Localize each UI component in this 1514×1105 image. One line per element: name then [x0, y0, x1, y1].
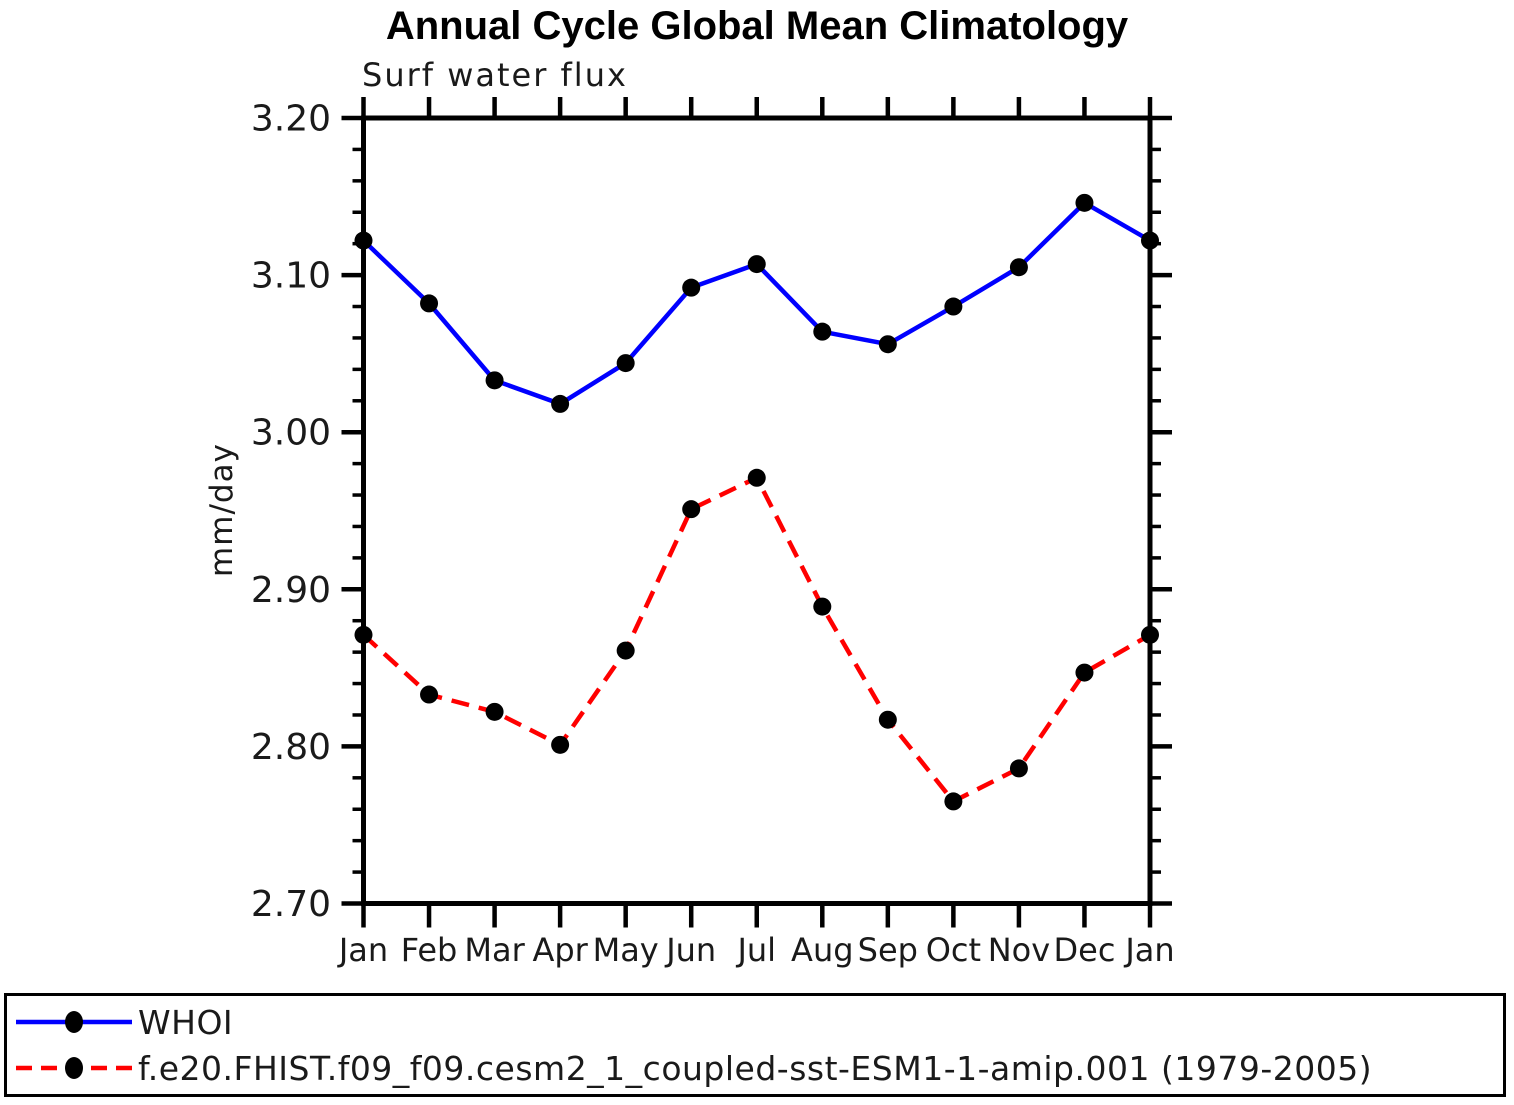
data-point-marker [1009, 759, 1028, 778]
data-point-marker [944, 792, 963, 811]
chart-title: Annual Cycle Global Mean Climatology [385, 4, 1129, 48]
data-point-marker [1009, 258, 1028, 277]
data-point-marker [1075, 193, 1094, 212]
data-point-marker [813, 597, 832, 616]
x-tick-label: Dec [1053, 931, 1115, 969]
y-tick-label: 2.90 [251, 570, 331, 611]
data-point-marker [944, 297, 963, 316]
data-point-marker [551, 394, 570, 413]
x-tick-label: Sep [858, 931, 918, 969]
x-tick-label: Oct [926, 931, 981, 969]
y-tick-label: 3.10 [251, 256, 331, 297]
data-point-marker [813, 322, 832, 341]
data-point-marker [551, 735, 570, 754]
x-tick-label: Apr [532, 931, 588, 969]
data-point-marker [485, 371, 504, 390]
data-point-marker [485, 702, 504, 721]
x-tick-label: Jun [664, 931, 716, 969]
data-point-marker [354, 231, 373, 250]
plot-frame [361, 115, 1153, 906]
data-point-marker [420, 294, 439, 313]
series-line-whoi [361, 200, 1152, 407]
data-point-marker [354, 625, 373, 644]
x-tick-label: Nov [988, 931, 1050, 969]
chart-subtitle: Surf water flux [362, 56, 628, 94]
legend-label-whoi: WHOI [138, 1002, 234, 1042]
data-point-marker [616, 641, 635, 660]
y-tick-label: 2.80 [251, 727, 331, 768]
data-point-marker [682, 278, 701, 297]
x-tick-label: Jan [1123, 931, 1174, 969]
series-line-model-run [361, 475, 1152, 804]
data-point-marker [1075, 663, 1094, 682]
data-point-marker [1141, 625, 1159, 644]
data-point-marker [878, 335, 897, 354]
data-point-marker [747, 468, 766, 487]
x-tick-label: Jan [337, 931, 388, 969]
data-point-marker [616, 354, 635, 373]
data-point-marker [1141, 231, 1159, 250]
x-tick-label: Feb [401, 931, 458, 969]
y-tick-label: 3.00 [251, 413, 331, 454]
x-tick-label: Mar [464, 931, 525, 969]
legend-swatch-dashed-line [16, 1057, 132, 1079]
data-point-marker [682, 500, 701, 519]
y-tick-label: 2.70 [251, 884, 331, 925]
legend-swatch-solid-line [16, 1011, 132, 1033]
chart-legend: WHOI f.e20.FHIST.f09_f09.cesm2_1_coupled… [4, 993, 1506, 1097]
x-tick-label: Aug [791, 931, 853, 969]
y-tick-label: 3.20 [251, 99, 331, 140]
data-point-marker [878, 710, 897, 729]
legend-item-whoi: WHOI [7, 1002, 1503, 1042]
data-point-marker [420, 685, 439, 704]
x-tick-label: May [593, 931, 659, 969]
data-point-marker [747, 255, 766, 274]
x-tick-label: Jul [735, 931, 776, 969]
legend-item-model-run: f.e20.FHIST.f09_f09.cesm2_1_coupled-sst-… [7, 1048, 1503, 1088]
legend-label-model-run: f.e20.FHIST.f09_f09.cesm2_1_coupled-sst-… [138, 1048, 1373, 1088]
